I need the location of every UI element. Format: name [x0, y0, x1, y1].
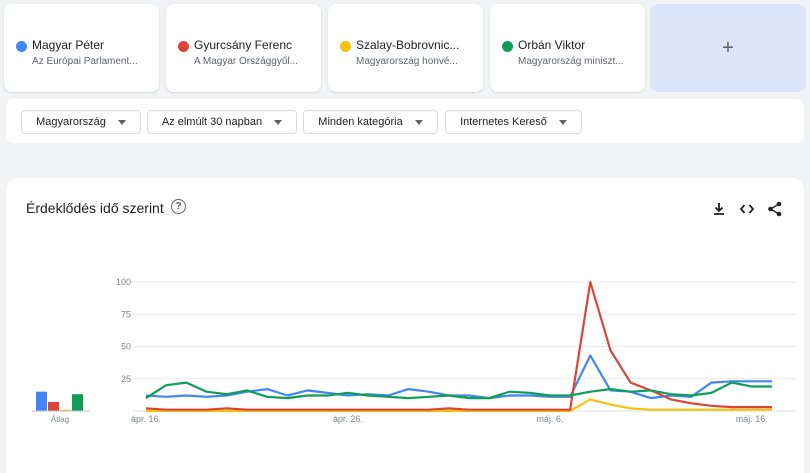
term-name: Szalay-Bobrovnic...	[356, 38, 460, 52]
term-description: Magyarország honvé...	[356, 56, 458, 67]
x-tick-label: ápr. 16.	[131, 414, 161, 424]
series-line	[145, 381, 772, 400]
term-card-orban-viktor[interactable]: Orbán Viktor Magyarország miniszt...	[490, 4, 645, 92]
term-name: Orbán Viktor	[518, 38, 586, 52]
filter-bar: Magyarország Az elmúlt 30 napban Minden …	[6, 99, 804, 143]
time-range-value: Az elmúlt 30 napban	[161, 116, 263, 128]
category-dropdown[interactable]: Minden kategória	[303, 110, 438, 134]
x-axis-labels: ápr. 16. ápr. 26. máj. 6. máj. 16.	[131, 414, 768, 424]
term-color-dot	[178, 41, 189, 52]
compare-terms-bar: Magyar Péter Az Európai Parlament... Gyu…	[0, 0, 810, 95]
y-tick-label: 75	[121, 309, 131, 319]
embed-code-icon[interactable]	[738, 200, 756, 218]
series-lines	[145, 280, 772, 413]
region-dropdown[interactable]: Magyarország	[21, 110, 141, 134]
caret-down-icon	[117, 119, 126, 125]
average-bars: Átlag	[32, 391, 90, 424]
term-description: Az Európai Parlament...	[32, 56, 138, 67]
series-line	[145, 280, 772, 411]
download-icon[interactable]	[710, 200, 728, 218]
term-card-gyurcsany-ferenc[interactable]: Gyurcsány Ferenc A Magyar Országgyűl...	[166, 4, 321, 92]
interest-line-chart: 100 75 50 25 ápr. 16. ápr. 26. máj. 6. máj. 16…	[32, 277, 796, 424]
card-title: Érdeklődés idő szerint	[26, 200, 164, 216]
term-description: Magyarország miniszt...	[518, 56, 624, 67]
caret-down-icon	[274, 119, 283, 125]
search-type-dropdown[interactable]: Internetes Kereső	[445, 110, 582, 134]
time-range-dropdown[interactable]: Az elmúlt 30 napban	[147, 110, 297, 134]
term-color-dot	[16, 41, 27, 52]
caret-down-icon	[558, 119, 567, 125]
average-bar	[36, 391, 47, 411]
add-term-button[interactable]: +	[650, 4, 806, 92]
x-tick-label: máj. 16.	[736, 414, 768, 424]
x-tick-label: ápr. 26.	[333, 414, 363, 424]
term-name: Gyurcsány Ferenc	[194, 38, 293, 52]
interest-over-time-card: Érdeklődés idő szerint ? 100 75 50 25 ápr. …	[6, 178, 804, 473]
x-tick-label: máj. 6.	[536, 414, 563, 424]
y-tick-label: 50	[121, 342, 131, 352]
y-axis-labels: 100 75 50 25	[116, 277, 131, 384]
term-card-szalay-bobrovniczky[interactable]: Szalay-Bobrovnic... Magyarország honvé..…	[328, 4, 483, 92]
plus-icon: +	[722, 36, 734, 59]
help-icon[interactable]: ?	[171, 199, 186, 214]
search-type-value: Internetes Kereső	[460, 116, 547, 128]
y-tick-label: 100	[116, 277, 131, 287]
average-bar	[72, 394, 83, 411]
average-bar	[48, 401, 59, 411]
term-color-dot	[502, 41, 513, 52]
caret-down-icon	[414, 119, 423, 125]
term-description: A Magyar Országgyűl...	[194, 56, 298, 67]
term-card-magyar-peter[interactable]: Magyar Péter Az Európai Parlament...	[4, 4, 159, 92]
series-line	[146, 398, 772, 413]
chart-grid	[133, 281, 796, 412]
category-value: Minden kategória	[318, 116, 403, 128]
share-icon[interactable]	[766, 200, 784, 218]
average-label: Átlag	[51, 415, 69, 424]
term-color-dot	[340, 41, 351, 52]
y-tick-label: 25	[121, 374, 131, 384]
region-value: Magyarország	[36, 116, 106, 128]
term-name: Magyar Péter	[32, 38, 105, 52]
average-bar	[60, 409, 71, 411]
